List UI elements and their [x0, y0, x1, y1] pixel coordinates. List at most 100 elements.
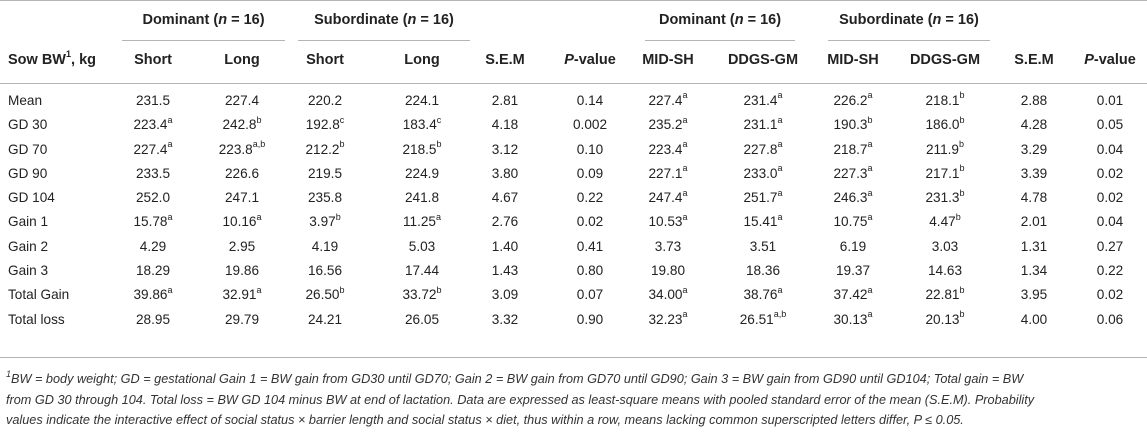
table-row: Total loss 28.95 29.79 24.21 26.05 3.32 0.90 32…: [0, 308, 1147, 332]
table-row: Gain 1 15.78a 10.16a 3.97b 11.25a 2.76 0.02 10.…: [0, 210, 1147, 234]
table-cell: 242.8b: [222, 114, 262, 133]
table-top-rule: [0, 0, 1147, 1]
table-cell: 11.25a: [402, 211, 442, 230]
table-cell: 233.0a: [743, 163, 783, 181]
column-header: S.E.M: [485, 52, 525, 68]
table-cell: 0.02: [576, 214, 604, 230]
group-header-subordinate-1: Subordinate (n = 16): [314, 12, 454, 28]
table-cell: 223.4a: [133, 114, 173, 133]
table-cell: 3.73: [654, 238, 682, 254]
column-header: Long: [224, 52, 260, 68]
table-cell: 231.4a: [743, 90, 783, 108]
column-header: S.E.M: [1014, 52, 1054, 68]
table-cell: 0.22: [576, 190, 604, 206]
row-label: Gain 3: [8, 263, 49, 279]
table-cell: 0.02: [1096, 165, 1124, 181]
table-row: Mean 231.5 227.4 220.2 224.1 2.81 0.14 227.4a 23…: [0, 89, 1147, 113]
table-cell: 0.10: [576, 141, 604, 157]
table-cell: 4.78: [1020, 190, 1048, 206]
table-cell: 34.00a: [648, 284, 688, 303]
table-cell: 251.7a: [743, 187, 783, 206]
table-cell: 227.3a: [833, 163, 873, 181]
table-cell: 4.19: [311, 238, 339, 254]
footnote-line-3: values indicate the interactive effect o…: [6, 413, 964, 427]
group-header-subordinate-2: Subordinate (n = 16): [839, 12, 979, 28]
table-cell: 3.29: [1020, 141, 1048, 157]
table-cell: 246.3a: [833, 187, 873, 206]
table-cell: 0.14: [576, 93, 604, 108]
group-underline: [122, 40, 285, 41]
table-cell: 227.4a: [133, 139, 173, 157]
table-cell: 19.80: [650, 263, 686, 279]
row-label: Gain 1: [8, 214, 49, 230]
table-cell: 26.51a,b: [739, 309, 787, 327]
table-cell: 226.6: [224, 165, 260, 181]
table-cell: 217.1b: [925, 163, 965, 181]
table-cell: 233.5: [135, 165, 171, 181]
table-cell: 14.63: [927, 263, 963, 279]
table-cell: 2.81: [491, 93, 519, 108]
table-bottom-rule: [0, 357, 1147, 358]
table-cell: 0.01: [1096, 93, 1124, 108]
table-cell: 0.41: [576, 238, 604, 254]
table-cell: 220.2: [307, 93, 343, 108]
table-cell: 224.9: [404, 165, 440, 181]
row-label: Gain 2: [8, 238, 49, 254]
table-cell: 0.04: [1096, 214, 1124, 230]
group-underline: [298, 40, 470, 41]
table-cell: 224.1: [404, 93, 440, 108]
table-cell: 33.72b: [402, 284, 442, 303]
column-header: Long: [404, 52, 440, 68]
table-cell: 5.03: [408, 238, 436, 254]
table-row: Total Gain 39.86a 32.91a 26.50b 33.72b 3.09 0.…: [0, 283, 1147, 307]
table-cell: 0.09: [576, 165, 604, 181]
table-cell: 1.34: [1020, 263, 1048, 279]
table-cell: 211.9b: [925, 139, 965, 157]
table-row: GD 90 233.5 226.6 219.5 224.9 3.80 0.09 227.1a 2…: [0, 162, 1147, 186]
footnote-line-1: BW = body weight; GD = gestational Gain …: [11, 372, 1024, 386]
table-cell: 0.22: [1096, 263, 1124, 279]
group-header-dominant-1: Dominant (n = 16): [142, 12, 265, 28]
footnote-marker: 1: [6, 368, 12, 379]
table-cell: 0.27: [1096, 238, 1124, 254]
table-cell: 2.76: [491, 214, 519, 230]
table-cell: 26.50b: [305, 284, 345, 303]
footnote-line-2: from GD 30 through 104. Total loss = BW …: [6, 392, 1035, 407]
table-cell: 28.95: [135, 311, 171, 327]
table-cell: 18.36: [745, 263, 781, 279]
table-cell: 0.07: [576, 287, 604, 303]
table-cell: 212.2b: [305, 139, 345, 157]
row-label: Total loss: [8, 311, 65, 327]
table-cell: 15.78a: [133, 211, 173, 230]
table-cell: 37.42a: [833, 284, 873, 303]
table-cell: 0.05: [1096, 117, 1124, 133]
header-bottom-rule: [0, 83, 1147, 84]
table-cell: 247.1: [224, 190, 260, 206]
table-cell: 4.28: [1020, 117, 1048, 133]
group-underline: [645, 40, 795, 41]
column-header: MID-SH: [827, 52, 879, 68]
table-cell: 4.29: [139, 238, 167, 254]
table-cell: 3.95: [1020, 287, 1048, 303]
table-cell: 223.8a,b: [218, 139, 266, 157]
table-cell: 4.47b: [929, 211, 961, 230]
table-cell: 4.00: [1020, 311, 1048, 327]
column-header: P-value: [1084, 52, 1136, 68]
table-cell: 39.86a: [133, 284, 173, 303]
table-cell: 231.3b: [925, 187, 965, 206]
table-cell: 218.7a: [833, 139, 873, 157]
table-cell: 227.4: [224, 93, 260, 108]
table-cell: 231.5: [135, 93, 171, 108]
column-header: P-value: [564, 52, 616, 68]
table-cell: 3.80: [491, 165, 519, 181]
table-cell: 3.09: [491, 287, 519, 303]
table-cell: 10.75a: [833, 211, 873, 230]
table-cell: 226.2a: [833, 90, 873, 108]
table-cell: 235.2a: [648, 114, 688, 133]
table-cell: 0.04: [1096, 141, 1124, 157]
table-cell: 2.95: [228, 238, 256, 254]
column-header: Short: [306, 52, 344, 68]
table-cell: 247.4a: [648, 187, 688, 206]
table-cell: 29.79: [224, 311, 260, 327]
table-cell: 30.13a: [833, 309, 873, 327]
